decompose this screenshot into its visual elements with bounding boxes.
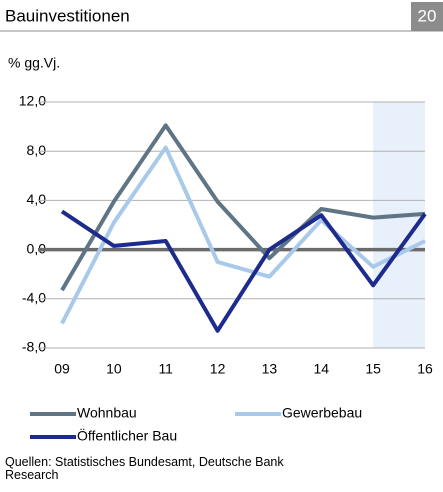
legend-label: Gewerbebau: [282, 405, 362, 421]
source-note: Quellen: Statistisches Bundesamt, Deutsc…: [5, 455, 284, 482]
y-tick-label: 4,0: [27, 191, 47, 207]
y-tick-label: 12,0: [19, 93, 46, 109]
x-tick-label: 14: [313, 361, 329, 377]
page-number: 20: [418, 6, 437, 25]
legend-label: Öffentlicher Bau: [77, 427, 177, 444]
x-tick-label: 11: [158, 361, 173, 377]
chart-title: Bauinvestitionen: [5, 6, 130, 25]
y-tick-label: 8,0: [27, 142, 47, 158]
x-tick-label: 09: [54, 361, 70, 377]
page-number-box: [411, 2, 443, 31]
subtitle: % gg.Vj.: [8, 55, 60, 71]
series-line: [60, 123, 426, 292]
y-tick-label: -8,0: [22, 339, 46, 355]
y-tick-label: 0,0: [27, 240, 47, 256]
x-tick-label: 13: [262, 361, 278, 377]
series-line: [60, 209, 427, 333]
x-tick-label: 16: [417, 361, 433, 377]
series-line: [60, 145, 426, 325]
y-tick-label: -4,0: [22, 290, 46, 306]
x-tick-label: 15: [365, 361, 381, 377]
x-tick-label: 10: [106, 361, 122, 377]
legend-label: Wohnbau: [77, 405, 137, 421]
x-tick-label: 12: [210, 361, 226, 377]
